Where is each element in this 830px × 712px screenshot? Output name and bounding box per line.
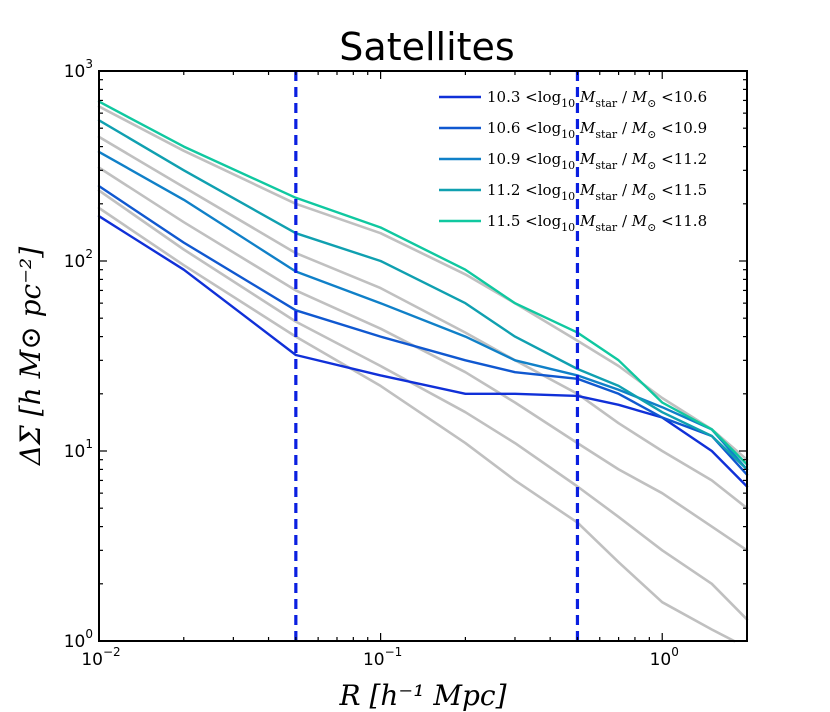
- x-tick-label-exp: −1: [385, 645, 403, 659]
- x-tick-label-base: 10: [650, 650, 672, 670]
- x-tick-label-exp: −2: [103, 645, 121, 659]
- y-tick-label: 103: [64, 57, 93, 82]
- y-tick-label-exp: 1: [85, 437, 93, 451]
- axis-ticks: [98, 70, 748, 642]
- series-line-5: [97, 100, 749, 466]
- legend-label: 11.2 <log10 Mstar / M⊙ <11.5: [487, 181, 707, 203]
- legend-entry-2: 10.6 <log10 Mstar / M⊙ <10.9: [439, 119, 707, 141]
- x-tick-label-exp: 0: [671, 645, 679, 659]
- model-line-7: [97, 189, 749, 621]
- y-tick-label: 100: [64, 627, 93, 652]
- legend-label: 11.5 <log10 Mstar / M⊙ <11.8: [487, 212, 707, 234]
- x-tick-label: 10−2: [81, 645, 120, 670]
- legend-entry-4: 11.2 <log10 Mstar / M⊙ <11.5: [439, 181, 707, 203]
- y-tick-label: 101: [64, 437, 93, 462]
- series-group: [97, 100, 749, 643]
- series-line-3: [97, 150, 749, 471]
- y-tick-label-exp: 2: [85, 247, 93, 261]
- legend-entry-5: 11.5 <log10 Mstar / M⊙ <11.8: [439, 212, 707, 234]
- model-line-6: [97, 206, 736, 643]
- legend: 10.3 <log10 Mstar / M⊙ <10.6 10.6 <log10 …: [439, 88, 707, 234]
- legend-entry-1: 10.3 <log10 Mstar / M⊙ <10.6: [439, 88, 707, 110]
- legend-label: 10.3 <log10 Mstar / M⊙ <10.6: [487, 88, 707, 110]
- x-tick-label-base: 10: [363, 650, 385, 670]
- y-tick-label-base: 10: [64, 442, 86, 462]
- x-tick-label: 100: [650, 645, 679, 670]
- plot-frame: [98, 70, 748, 642]
- legend-entry-3: 10.9 <log10 Mstar / M⊙ <11.2: [439, 150, 707, 172]
- y-tick-label-base: 10: [64, 632, 86, 652]
- y-tick-label-exp: 0: [85, 627, 93, 641]
- y-tick-label-base: 10: [64, 62, 86, 82]
- x-axis-label: R [h⁻¹ Mpc]: [338, 679, 506, 712]
- y-axis-label: ΔΣ [h M⊙ pc⁻²]: [14, 247, 47, 466]
- model-line-8: [97, 166, 749, 552]
- chart-title: Satellites: [339, 25, 514, 69]
- legend-label: 10.6 <log10 Mstar / M⊙ <10.9: [487, 119, 707, 141]
- series-line-2: [97, 184, 749, 476]
- x-tick-label-base: 10: [81, 650, 103, 670]
- y-tick-label-base: 10: [64, 252, 86, 272]
- legend-label: 10.9 <log10 Mstar / M⊙ <11.2: [487, 150, 707, 172]
- series-line-1: [97, 215, 749, 488]
- x-tick-label: 10−1: [363, 645, 402, 670]
- series-line-4: [97, 119, 749, 471]
- x-tick-labels: 10−2 10−1 100: [81, 645, 679, 670]
- y-tick-label-exp: 3: [85, 57, 93, 71]
- y-tick-label: 102: [64, 247, 93, 272]
